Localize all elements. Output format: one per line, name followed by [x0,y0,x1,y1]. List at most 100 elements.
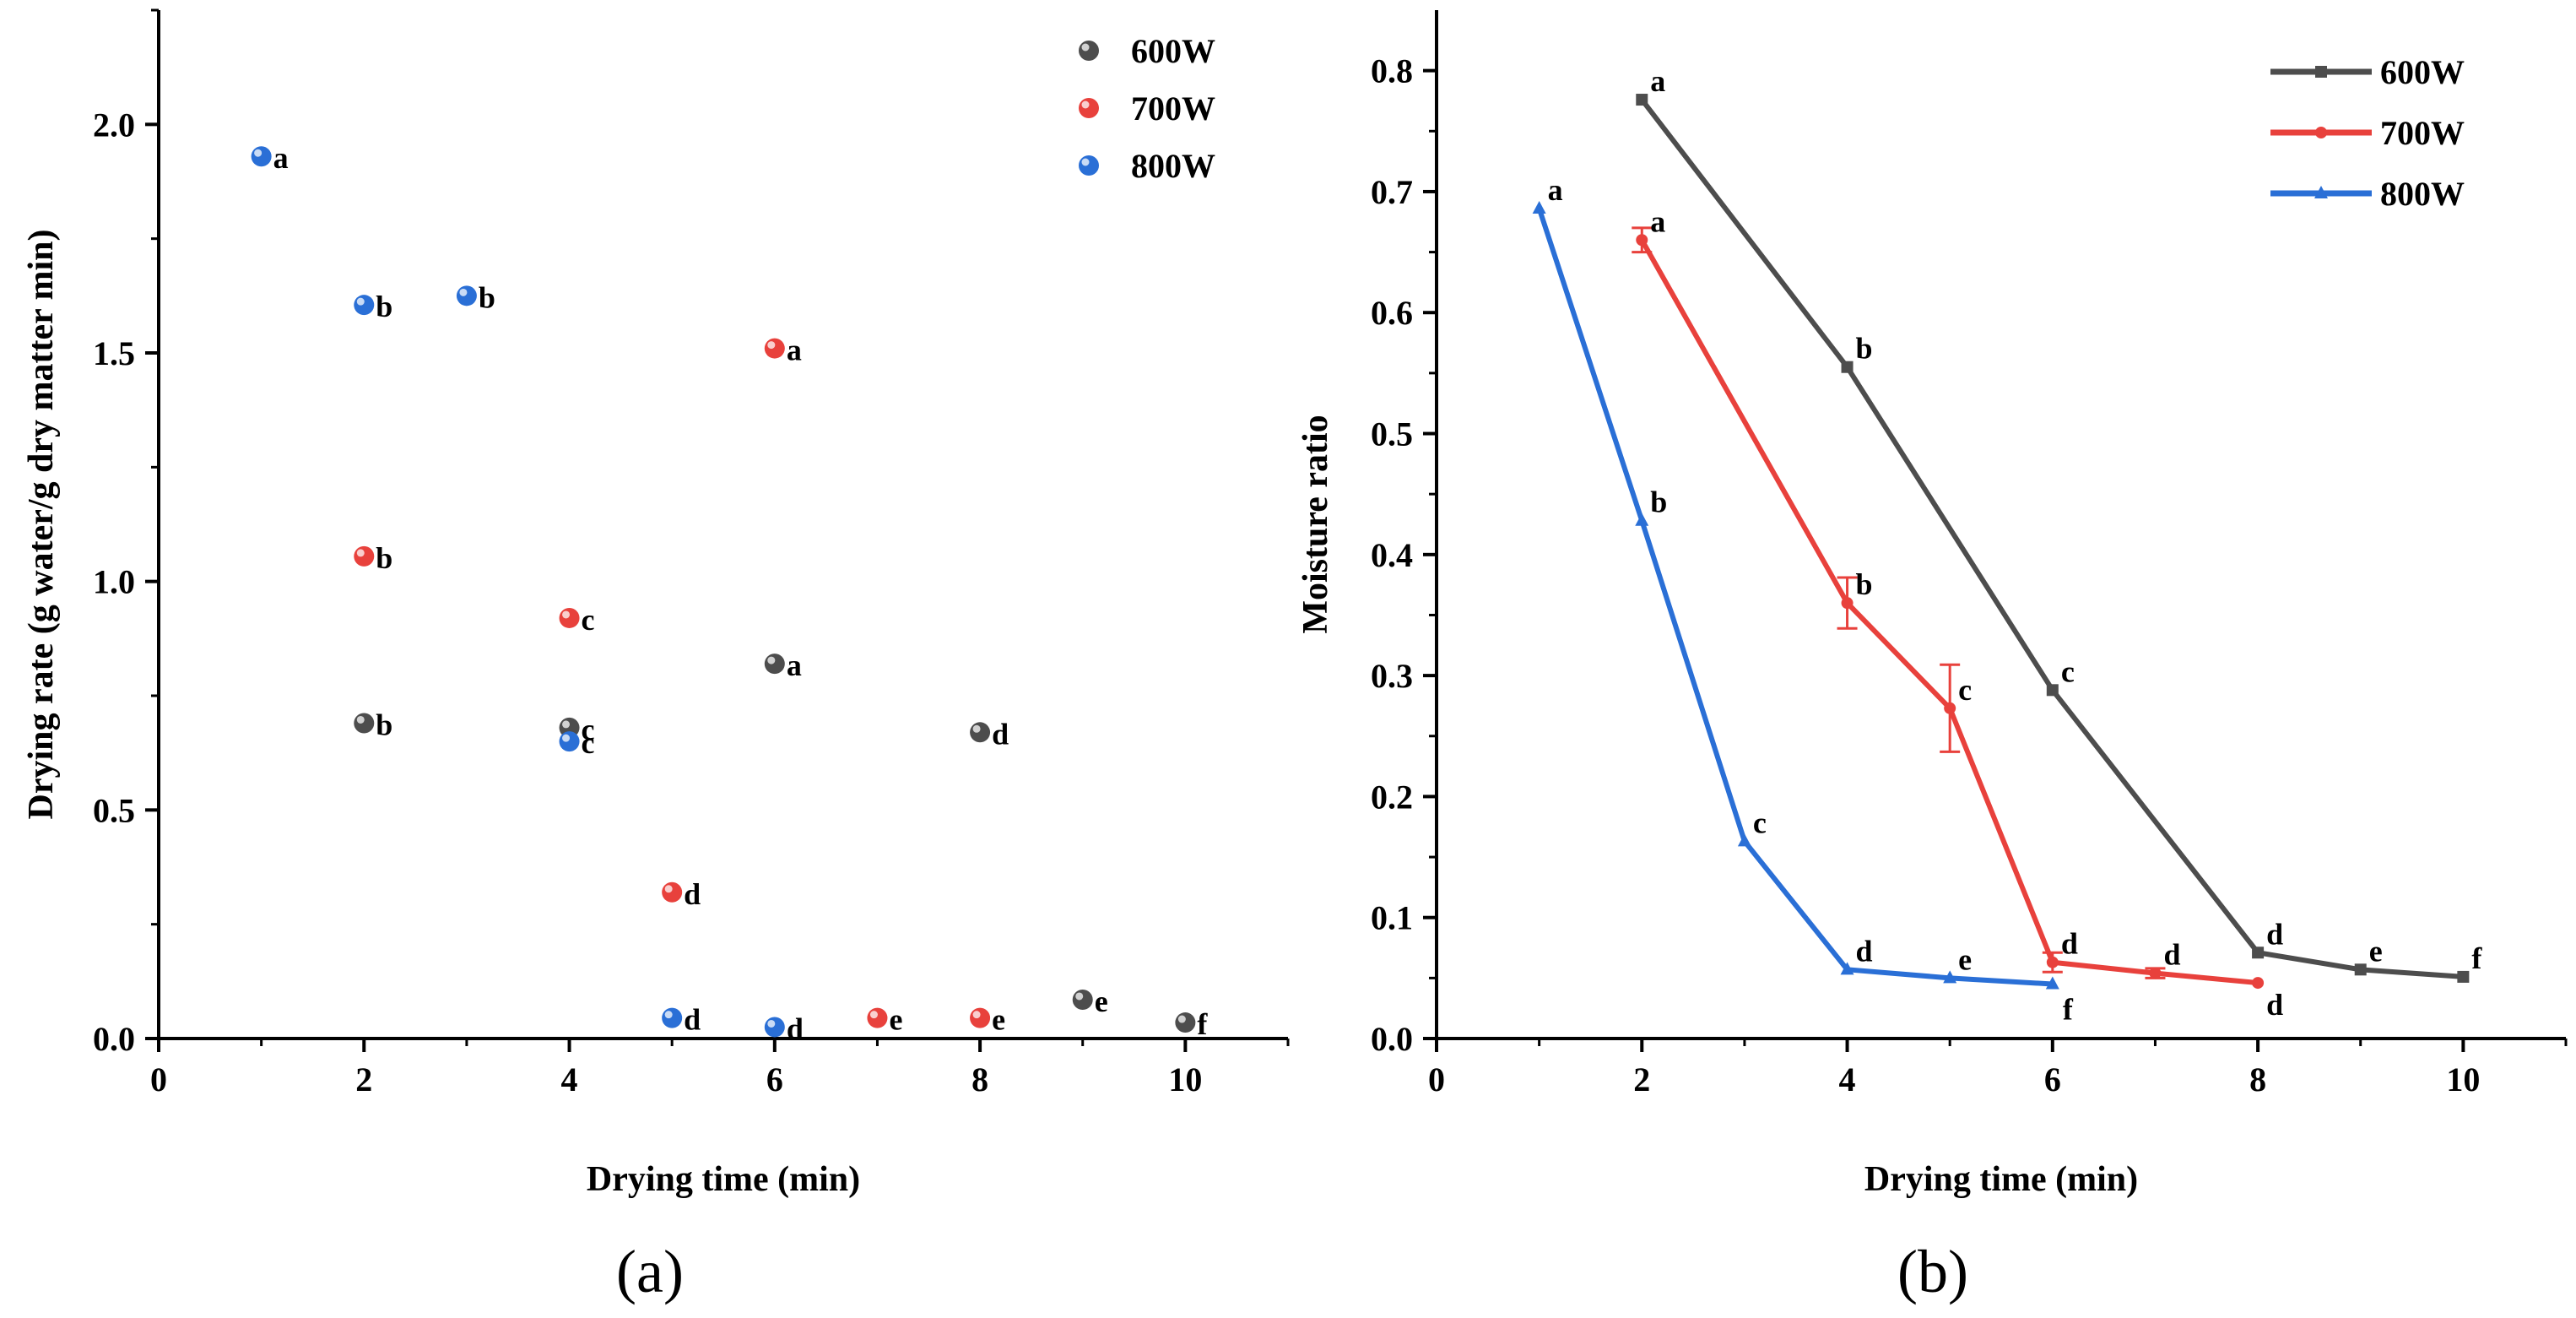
data-point-highlight [356,549,365,557]
point-significance-label: e [1958,942,1972,976]
x-tick-label: 6 [766,1060,783,1098]
y-axis-title: Drying rate (g water/g dry matter min) [22,229,61,819]
point-significance-label: f [1197,1007,1208,1041]
series-600w-line [1639,98,2464,979]
data-point-highlight [972,1011,981,1019]
y-tick-label: 0.2 [1371,778,1413,816]
data-point [970,722,991,743]
legend-marker [2315,66,2327,78]
data-point [2046,956,2059,968]
point-significance-label: d [1856,934,1873,968]
data-point-highlight [459,288,468,296]
data-point-highlight [1075,992,1084,1001]
y-tick-label: 1.0 [93,563,135,601]
series-800w: a b b c d d [251,141,804,1045]
point-significance-label: c [582,726,595,760]
point-significance-label: e [889,1003,902,1037]
data-point-highlight [254,149,262,157]
x-tick-label: 10 [2446,1060,2480,1098]
x-tick-label: 4 [1839,1060,1856,1098]
legend-label: 800W [1131,147,1215,185]
legend-label: 800W [2380,175,2465,213]
data-point [1175,1012,1196,1033]
data-point-highlight [869,1011,878,1019]
x-tick-label: 10 [1168,1060,1202,1098]
series-700w: a b c d d d [1632,204,2283,1022]
point-significance-label: f [2471,941,2482,975]
series-800w-line [1536,208,2053,987]
point-significance-label: d [684,1003,701,1037]
point-significance-label: e [1095,984,1108,1018]
point-significance-label: a [273,141,289,175]
data-point [2457,970,2470,983]
point-significance-label: e [992,1003,1005,1037]
panel-label: (a) [616,1238,684,1305]
data-point [354,713,375,734]
data-point [764,338,785,359]
panel-label: (b) [1897,1238,1968,1305]
legend-marker [1079,41,1099,61]
x-tick-label: 6 [2044,1060,2061,1098]
point-significance-label: a [1548,173,1563,207]
data-point [1944,702,1956,714]
legend-marker-highlight [1081,43,1090,52]
data-point [1636,94,1648,106]
legend-marker-highlight [1081,100,1090,109]
data-point [1072,989,1093,1010]
y-tick-label: 0.6 [1371,294,1413,332]
point-significance-label: c [582,713,595,746]
data-point [2045,976,2059,990]
data-point [2252,977,2265,990]
data-point-highlight [562,720,571,729]
point-significance-label: c [2061,654,2075,688]
data-point [764,654,785,675]
y-tick-label: 0.7 [1371,173,1413,211]
data-point-highlight [972,724,981,733]
point-significance-label: c [582,603,595,637]
data-point [1841,361,1854,373]
point-significance-label: d [787,1012,804,1045]
series-600w: b c a d e f [354,648,1208,1041]
data-point [2354,963,2367,976]
legend: 600W 700W 800W [1079,32,1215,185]
legend-marker [1079,98,1099,118]
point-significance-label: d [2061,927,2078,961]
y-tick-label: 0.0 [1371,1020,1413,1058]
legend-marker-highlight [1081,158,1090,166]
data-point [2046,684,2059,697]
legend: 600W 700W 800W [2270,53,2465,213]
x-tick-label: 2 [1633,1060,1650,1098]
data-point [1943,970,1957,984]
data-point-highlight [664,885,673,893]
data-point [559,607,580,628]
point-significance-label: d [992,717,1009,751]
legend-label: 600W [1131,32,1215,70]
point-significance-label: b [1650,485,1667,519]
x-axis-title: Drying time (min) [587,1160,860,1199]
point-significance-label: a [1650,64,1665,98]
panel-a-drying-rate-chart: 0 2 4 6 8 10 0.0 0.5 1.0 1.5 2.0 Drying time (min) D… [22,8,1290,1305]
point-significance-label: e [2369,934,2383,968]
point-significance-label: d [2163,938,2180,972]
y-tick-label: 0.4 [1371,536,1413,574]
point-significance-label: f [2063,993,2074,1027]
data-point-highlight [356,297,365,306]
y-tick-label: 1.5 [93,334,135,372]
data-point [1840,962,1854,975]
data-point [764,1017,785,1038]
point-significance-label: d [2266,988,2283,1022]
y-axis-title: Moisture ratio [1296,415,1335,633]
x-tick-label: 0 [1428,1060,1445,1098]
data-point [867,1007,888,1028]
data-point-highlight [767,341,776,350]
y-tick-label: 2.0 [93,106,135,144]
point-significance-label: d [2266,917,2283,951]
point-significance-label: c [1753,805,1767,839]
data-point-highlight [1177,1015,1186,1023]
data-point [970,1007,991,1028]
y-tick-label: 0.5 [1371,415,1413,453]
data-point [2252,946,2265,959]
legend-marker [1079,155,1099,176]
y-tick-label: 0.5 [93,791,135,829]
